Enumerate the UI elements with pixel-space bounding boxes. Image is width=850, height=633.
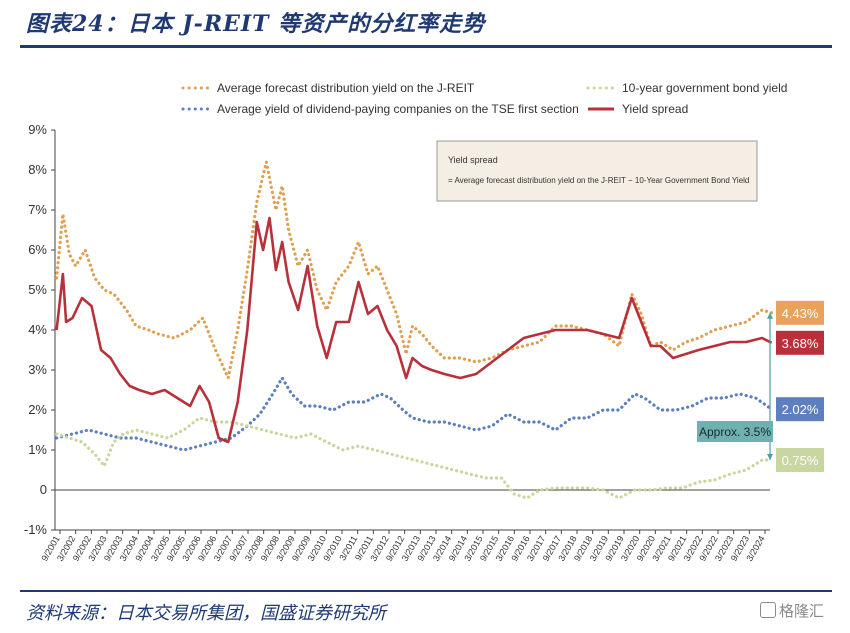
legend-label: 10-year government bond yield: [622, 81, 787, 95]
y-tick-label: 9%: [28, 122, 47, 137]
spread-arrow-top: [767, 312, 773, 319]
annotation-title: Yield spread: [448, 155, 498, 165]
title-rule: [20, 45, 832, 48]
series-line-2: [54, 376, 774, 452]
y-tick-label: -1%: [24, 522, 48, 537]
series-line-1: [54, 160, 774, 380]
end-label: 0.75%: [782, 453, 819, 468]
watermark-logo-icon: [760, 602, 776, 618]
series-line-3: [54, 416, 774, 500]
y-tick-label: 4%: [28, 322, 47, 337]
footer-rule: [20, 590, 832, 592]
legend-label: Average forecast distribution yield on t…: [217, 81, 475, 95]
end-label-box: [776, 397, 824, 422]
end-label-box: [776, 330, 824, 355]
end-label: 4.43%: [782, 306, 819, 321]
annotation-box: [436, 140, 758, 202]
y-tick-label: 8%: [28, 162, 47, 177]
y-tick-label: 0: [40, 482, 47, 497]
y-tick-label: 6%: [28, 242, 47, 257]
y-tick-label: 2%: [28, 402, 47, 417]
spread-label: Approx. 3.5%: [699, 425, 771, 439]
watermark-text: 格隆汇: [779, 602, 825, 620]
series-line-4: [55, 216, 773, 444]
end-label: 2.02%: [782, 402, 819, 417]
source-note: 资料来源：日本交易所集团，国盛证券研究所: [26, 603, 386, 624]
figure-title: 图表24：日本 J-REIT 等资产的分红率走势: [26, 11, 486, 37]
end-label-box: [776, 300, 824, 325]
annotation-formula: = Average forecast distribution yield on…: [448, 176, 749, 185]
y-tick-label: 1%: [28, 442, 47, 457]
y-tick-label: 5%: [28, 282, 47, 297]
y-tick-label: 7%: [28, 202, 47, 217]
spread-label-box: [697, 421, 773, 442]
spread-arrow-bottom: [767, 454, 773, 460]
end-label-box: [776, 448, 824, 472]
end-label: 3.68%: [782, 336, 819, 351]
y-tick-label: 3%: [28, 362, 47, 377]
legend-label: Average yield of dividend-paying compani…: [217, 102, 579, 116]
legend-label: Yield spread: [622, 102, 688, 116]
watermark: 格隆汇: [760, 600, 824, 621]
yield-chart: 9%8%7%6%5%4%3%2%1%0-1%9/20013/20029/2002…: [24, 81, 824, 563]
